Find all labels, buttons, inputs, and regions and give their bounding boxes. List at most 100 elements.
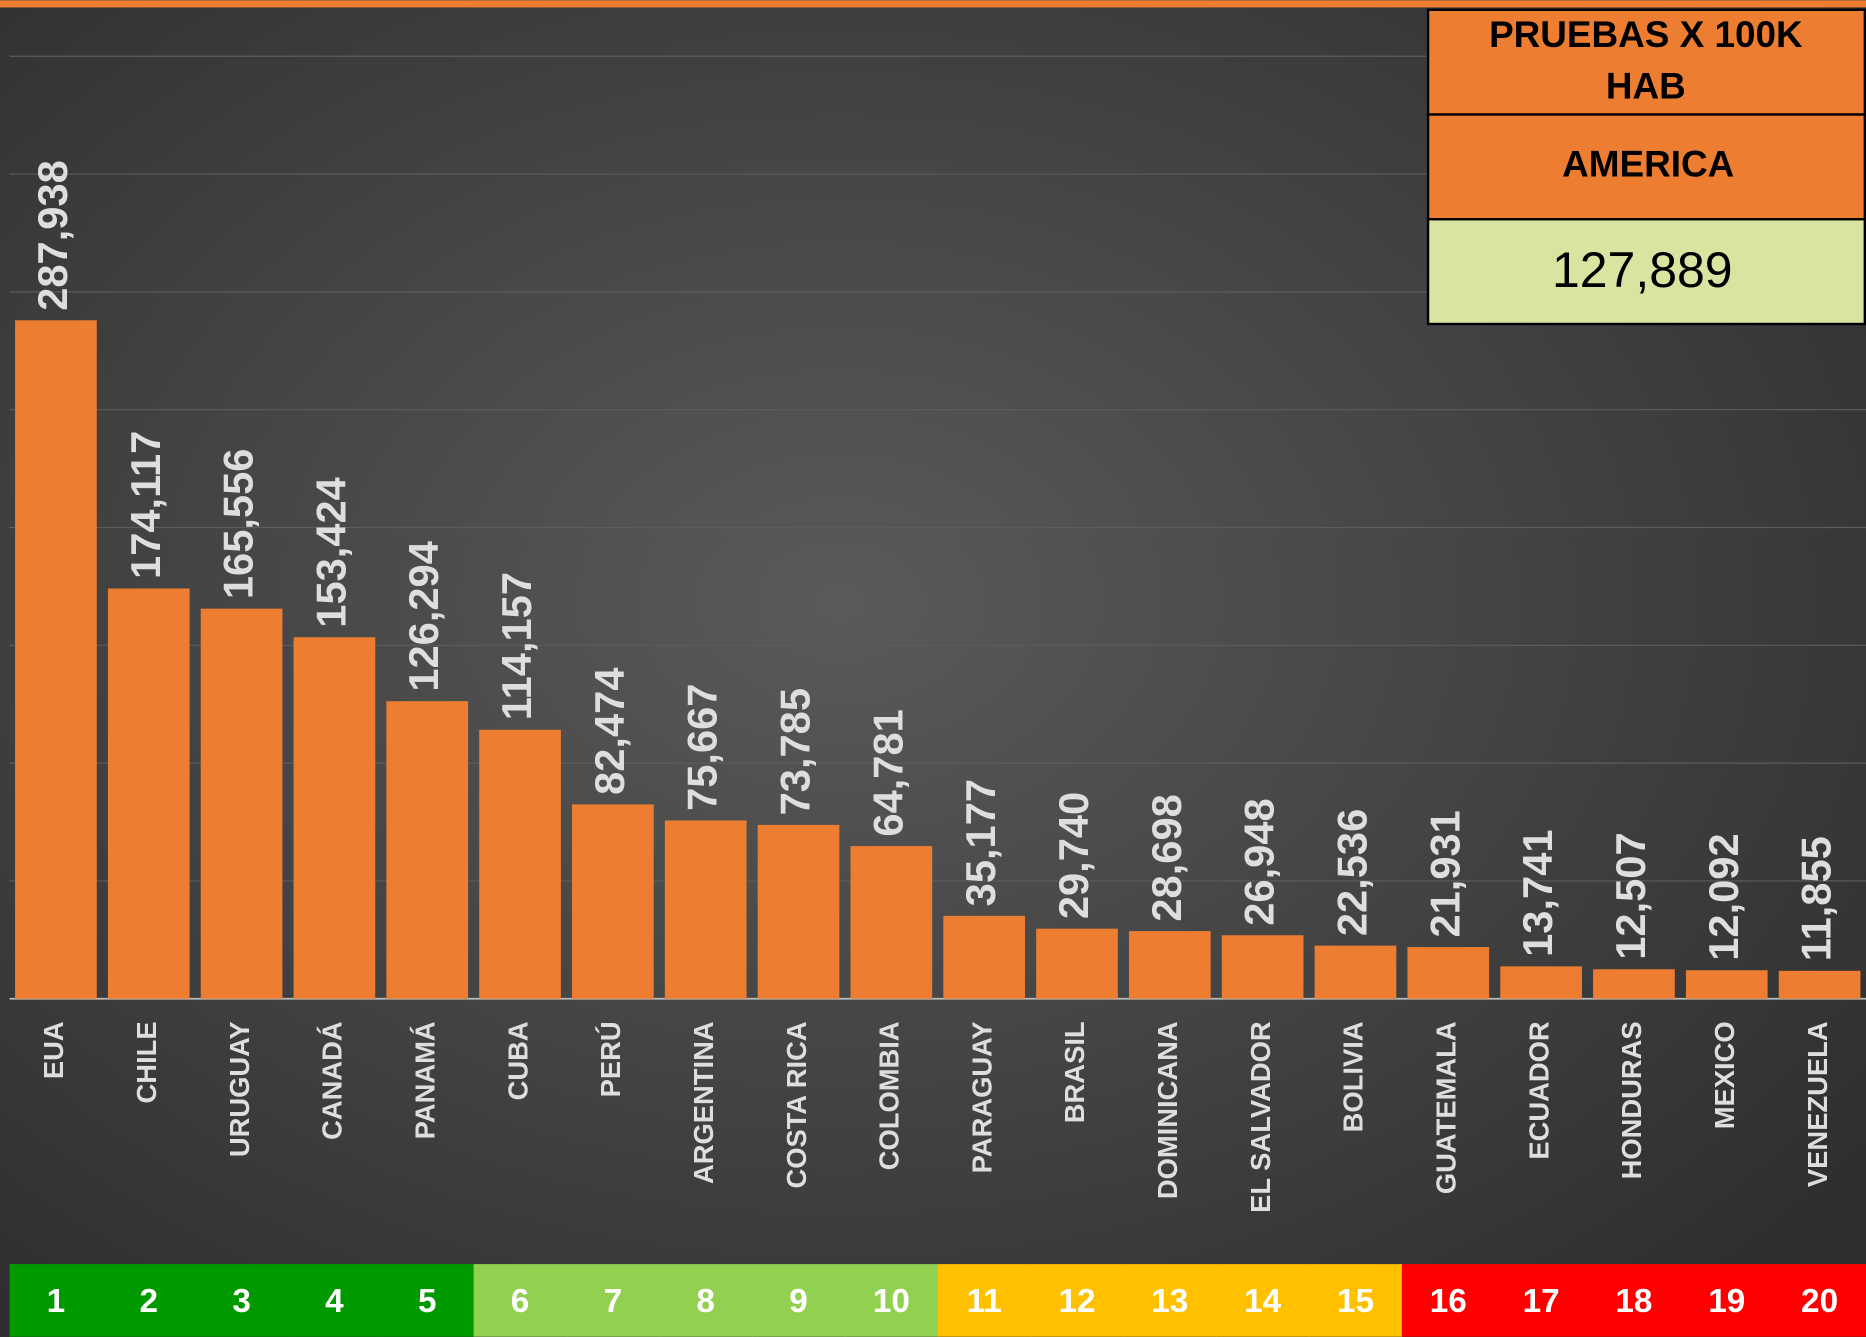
bars: EUA 287,938 CHILE 174,117 URUGUAY 165,556 CANA… (9, 160, 1866, 1337)
rank-cell (1216, 1264, 1310, 1337)
bar (293, 637, 376, 999)
x-tick-label: COLOMBIA (874, 1021, 905, 1170)
rank-cell (287, 1264, 382, 1337)
value-label: 287,938 (29, 160, 76, 311)
rank-cell (1123, 1264, 1217, 1337)
rank-cell (1494, 1264, 1589, 1337)
rank-label: 8 (696, 1283, 715, 1320)
rank-cell (1309, 1264, 1403, 1337)
rank-label: 2 (139, 1283, 158, 1320)
value-label: 82,474 (586, 668, 633, 795)
x-tick-label: URUGUAY (224, 1021, 255, 1157)
bar (1593, 969, 1675, 999)
rank-label: 17 (1523, 1283, 1560, 1320)
summary-box: PRUEBAS X 100K HAB AMERICA 127,889 (1426, 8, 1866, 326)
rank-cell (1773, 1264, 1866, 1337)
bar (1407, 947, 1490, 999)
rank-label: 18 (1615, 1283, 1652, 1320)
value-label: 165,556 (215, 449, 262, 600)
rank-label: 19 (1708, 1283, 1745, 1320)
bar (1221, 935, 1304, 999)
rank-cell (1680, 1264, 1774, 1337)
rank-label: 20 (1801, 1283, 1838, 1320)
x-tick-label: DOMINICANA (1152, 1021, 1183, 1199)
value-label: 75,667 (679, 684, 726, 811)
rank-cell (659, 1264, 753, 1337)
bar (1314, 945, 1397, 999)
summary-region: AMERICA (1562, 144, 1734, 185)
rank-label: 16 (1430, 1283, 1467, 1320)
value-label: 35,177 (957, 779, 1004, 906)
rank-label: 12 (1058, 1283, 1095, 1320)
x-tick-label: VENEZUELA (1802, 1021, 1833, 1187)
value-label: 12,092 (1700, 833, 1747, 960)
bar (757, 824, 840, 999)
x-tick-label: ARGENTINA (688, 1021, 719, 1184)
value-label: 29,740 (1050, 792, 1097, 919)
rank-cell (9, 1264, 103, 1337)
x-tick-label: CUBA (502, 1021, 533, 1100)
x-tick-label: CANADÁ (317, 1021, 348, 1140)
rank-label: 10 (873, 1283, 910, 1320)
x-tick-label: EL SALVADOR (1245, 1021, 1276, 1213)
bar (1500, 966, 1582, 999)
rank-cell (1030, 1264, 1125, 1337)
rank-label: 11 (967, 1283, 1002, 1320)
rank-label: 4 (325, 1283, 344, 1320)
value-label: 21,931 (1421, 810, 1468, 937)
bar (1128, 931, 1211, 999)
rank-cell (195, 1264, 289, 1337)
rank-cell (937, 1264, 1032, 1337)
bar (200, 608, 283, 999)
bar (386, 701, 469, 999)
rank-cell (473, 1264, 568, 1337)
x-tick-label: GUATEMALA (1431, 1021, 1462, 1194)
value-label: 13,741 (1514, 829, 1561, 956)
bar (1685, 970, 1768, 999)
x-tick-label: PANAMÁ (409, 1021, 440, 1139)
x-tick-label: MEXICO (1709, 1021, 1740, 1129)
rank-label: 14 (1244, 1283, 1282, 1320)
rank-cell (752, 1264, 846, 1337)
rank-cell (566, 1264, 660, 1337)
bar (850, 846, 933, 999)
top-stripe (0, 0, 1866, 8)
value-label: 126,294 (400, 541, 447, 692)
x-tick-label: EUA (38, 1021, 69, 1079)
value-label: 22,536 (1328, 809, 1375, 936)
rank-label: 3 (232, 1283, 251, 1320)
bar (479, 729, 561, 999)
x-tick-label: PARAGUAY (966, 1021, 997, 1173)
x-tick-label: CHILE (131, 1021, 162, 1103)
rank-label: 5 (418, 1283, 437, 1320)
rank-cell (380, 1264, 475, 1337)
rank-label: 7 (604, 1283, 623, 1320)
rank-label: 6 (511, 1283, 530, 1320)
rank-label: 15 (1337, 1283, 1374, 1320)
bar (15, 320, 97, 999)
summary-title: PRUEBAS X 100K HAB (1489, 14, 1803, 106)
x-tick-label: HONDURAS (1616, 1021, 1647, 1179)
rank-label: 1 (47, 1283, 66, 1320)
bar (1036, 928, 1118, 999)
x-tick-label: ECUADOR (1523, 1021, 1554, 1160)
bar (943, 915, 1026, 999)
x-tick-label: BRASIL (1059, 1021, 1090, 1123)
value-label: 174,117 (122, 431, 169, 579)
summary-value-cell (1426, 218, 1866, 326)
value-label: 114,157 (493, 572, 540, 720)
rank-cell (1587, 1264, 1681, 1337)
summary-value: 127,889 (1552, 242, 1733, 298)
value-label: 153,424 (307, 477, 354, 628)
rank-cell (844, 1264, 939, 1337)
value-label: 73,785 (772, 688, 819, 815)
x-tick-label: PERÚ (595, 1021, 626, 1097)
bar (572, 804, 654, 999)
value-label: 28,698 (1143, 794, 1190, 921)
rank-cell (1401, 1264, 1496, 1337)
bar (664, 820, 747, 999)
summary-region-cell (1426, 113, 1866, 221)
rank-label: 9 (789, 1283, 808, 1320)
